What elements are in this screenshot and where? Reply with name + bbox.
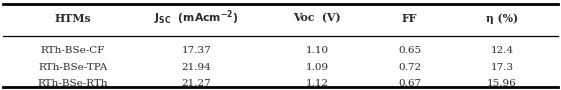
Text: RTh-BSe-TPA: RTh-BSe-TPA xyxy=(38,63,108,72)
Text: η (%): η (%) xyxy=(486,13,518,23)
Text: $\mathbf{J}_\mathbf{SC}$  $\mathbf{(mAcm^{-2})}$: $\mathbf{J}_\mathbf{SC}$ $\mathbf{(mAcm^… xyxy=(154,9,238,27)
Text: RTh-BSe-RTh: RTh-BSe-RTh xyxy=(38,79,108,88)
Text: RTh-BSe-CF: RTh-BSe-CF xyxy=(41,46,105,55)
Text: 0.67: 0.67 xyxy=(398,79,421,88)
Text: 1.12: 1.12 xyxy=(305,79,329,88)
Text: 12.4: 12.4 xyxy=(490,46,514,55)
Text: 1.09: 1.09 xyxy=(305,63,329,72)
Text: 21.94: 21.94 xyxy=(181,63,211,72)
Text: 17.37: 17.37 xyxy=(181,46,211,55)
Text: HTMs: HTMs xyxy=(54,13,91,23)
Text: 0.65: 0.65 xyxy=(398,46,421,55)
Text: 21.27: 21.27 xyxy=(181,79,211,88)
Text: FF: FF xyxy=(402,13,417,23)
Text: 17.3: 17.3 xyxy=(490,63,514,72)
Text: 15.96: 15.96 xyxy=(487,79,517,88)
Text: Voc  (V): Voc (V) xyxy=(293,13,341,23)
Text: 1.10: 1.10 xyxy=(305,46,329,55)
Text: 0.72: 0.72 xyxy=(398,63,421,72)
